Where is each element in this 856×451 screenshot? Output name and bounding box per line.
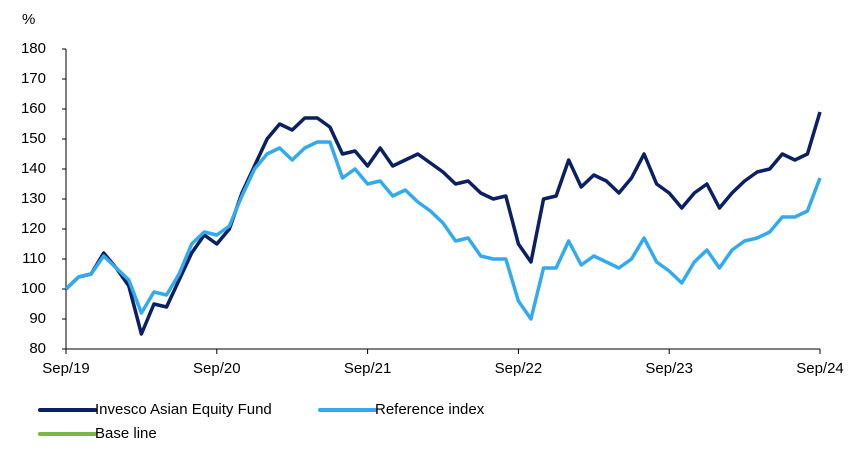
- y-tick-label: 180: [21, 40, 46, 57]
- y-tick-label: 130: [21, 190, 46, 207]
- series-line: [64, 111, 822, 336]
- y-tick-label: 150: [21, 130, 46, 147]
- legend-label: Invesco Asian Equity Fund: [95, 401, 272, 418]
- series-line: [64, 140, 822, 321]
- x-tick-label: Sep/21: [344, 360, 392, 377]
- x-tick-label: Sep/23: [645, 360, 693, 377]
- y-tick-label: 140: [21, 160, 46, 177]
- y-axis-label: %: [22, 11, 35, 28]
- y-tick-label: 80: [29, 340, 46, 357]
- y-tick-label: 90: [29, 310, 46, 327]
- y-tick-label: 120: [21, 220, 46, 237]
- x-tick-label: Sep/22: [495, 360, 543, 377]
- x-tick-label: Sep/20: [193, 360, 241, 377]
- y-tick-label: 110: [22, 250, 46, 267]
- x-tick-label: Sep/24: [796, 360, 844, 377]
- legend-label: Reference index: [375, 401, 485, 418]
- y-tick-label: 100: [21, 280, 46, 297]
- x-tick-label: Sep/19: [42, 360, 90, 377]
- y-tick-label: 170: [21, 70, 46, 87]
- legend-label: Base line: [95, 425, 157, 442]
- y-tick-label: 160: [21, 100, 46, 117]
